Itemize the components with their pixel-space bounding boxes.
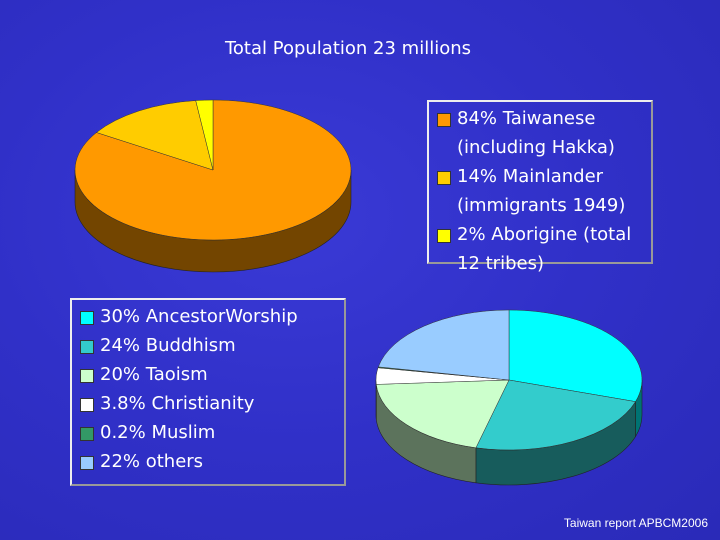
- legend: 30% AncestorWorship 24% Buddhism 20% Taois…: [70, 298, 346, 486]
- pie-slice: [74, 99, 352, 241]
- pie-slice: [375, 379, 510, 449]
- legend-label: 30% AncestorWorship: [100, 306, 298, 327]
- pie-slice: [95, 100, 214, 171]
- pie-slice: [378, 309, 510, 381]
- legend-entry: 20% Taoism: [78, 360, 338, 389]
- legend-entry: 3.8% Christianity: [78, 389, 338, 418]
- legend-swatch: [437, 171, 451, 185]
- legend-entry: 2% Aborigine (total 12 tribes): [435, 220, 645, 278]
- legend-label: 24% Buddhism: [100, 335, 236, 356]
- legend-entry: 30% AncestorWorship: [78, 302, 338, 331]
- chart-title: Total Population 23 millions: [224, 38, 471, 59]
- legend-label: 22% others: [100, 451, 204, 472]
- legend-label: 3.8% Christianity: [100, 393, 255, 414]
- legend-label: 2% Aborigine (total 12 tribes): [457, 224, 632, 274]
- legend-entry: 0.2% Muslim: [78, 418, 338, 447]
- legend-swatch: [80, 456, 94, 470]
- pie-slice: [195, 99, 214, 171]
- legend-swatch: [437, 113, 451, 127]
- footer: Taiwan report APBCM2006: [563, 516, 708, 530]
- legend-entry: 84% Taiwanese (including Hakka): [435, 104, 645, 162]
- legend-swatch: [80, 398, 94, 412]
- legend-label: 20% Taoism: [100, 364, 208, 385]
- pie-slice: [508, 309, 643, 402]
- legend-entry: 24% Buddhism: [78, 331, 338, 360]
- legend-swatch: [80, 427, 94, 441]
- pie-slice: [475, 379, 636, 451]
- legend-entry: 14% Mainlander (immigrants 1949): [435, 162, 645, 220]
- legend-label: 14% Mainlander (immigrants 1949): [457, 166, 626, 216]
- legend-label: 0.2% Muslim: [100, 422, 216, 443]
- legend: 84% Taiwanese (including Hakka) 14% Mainl…: [427, 100, 653, 274]
- legend-entry: 22% others: [78, 447, 338, 476]
- legend-swatch: [80, 340, 94, 354]
- legend-swatch: [437, 229, 451, 243]
- legend-label: 84% Taiwanese (including Hakka): [457, 108, 615, 158]
- legend-swatch: [80, 311, 94, 325]
- legend-swatch: [80, 369, 94, 383]
